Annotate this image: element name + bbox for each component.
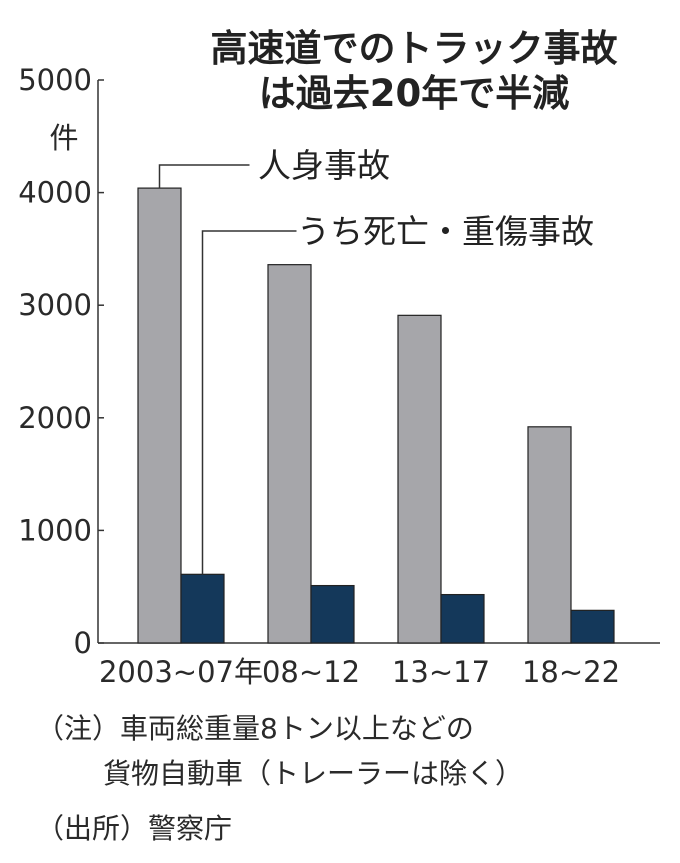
y-tick-label: 0 — [74, 626, 92, 660]
bar-series-1-1 — [137, 187, 182, 644]
x-tick-label: 18~22 — [522, 655, 620, 689]
x-tick-label: 13~17 — [392, 655, 490, 689]
footnote-line-1: （注）車両総重量8トン以上などの — [36, 712, 474, 745]
x-tick-label: 2003~07年 — [99, 655, 263, 689]
footnote-line-2: 貨物自動車（トレーラーは除く） — [103, 757, 523, 790]
y-tick-label: 4000 — [18, 176, 92, 210]
y-tick-label: 1000 — [18, 513, 92, 547]
bar-series-2-1 — [180, 573, 225, 644]
bar-series-1-3 — [397, 314, 442, 644]
y-tick-label: 3000 — [18, 288, 92, 322]
legend-leader-line-series-2 — [201, 230, 297, 575]
y-axis-unit-label: 件 — [49, 121, 78, 155]
y-tick-label: 2000 — [18, 401, 92, 435]
x-tick-label: 08~12 — [262, 655, 360, 689]
y-tick-label: 5000 — [18, 63, 92, 97]
bar-series-1-2 — [267, 264, 312, 644]
chart-title-line-1: 高速道でのトラック事故 — [211, 27, 618, 70]
bar-series-2-4 — [570, 609, 615, 644]
bar-series-2-2 — [310, 584, 355, 644]
legend-label-series-1: 人身事故 — [258, 146, 390, 185]
legend-leader-line-series-1 — [158, 164, 250, 189]
legend-label-series-2: うち死亡・重傷事故 — [297, 212, 594, 251]
bar-marks — [137, 187, 615, 644]
chart-title-line-2: は過去20年で半減 — [259, 72, 570, 115]
y-axis-ticks: 0 1000 2000 3000 4000 5000 — [18, 63, 104, 660]
source-note: （出所）警察庁 — [36, 812, 232, 845]
bar-series-1-4 — [527, 426, 572, 644]
bar-series-2-3 — [440, 593, 485, 644]
